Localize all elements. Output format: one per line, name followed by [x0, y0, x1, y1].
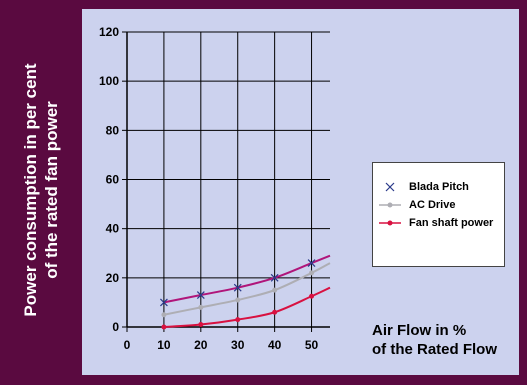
data-point-fan-shaft-power	[272, 309, 278, 315]
x-tick-label: 30	[231, 338, 245, 352]
data-point-fan-shaft-power	[198, 322, 204, 328]
data-point-ac-drive	[198, 304, 204, 310]
y-tick-label: 60	[106, 173, 120, 187]
series-lines	[159, 254, 331, 330]
data-point-fan-shaft-power	[235, 317, 241, 323]
data-point-blada-pitch	[307, 259, 316, 268]
marker-stroke	[196, 291, 205, 299]
data-point-blada-pitch	[233, 283, 242, 292]
x-tick-label: 40	[268, 338, 282, 352]
data-point-ac-drive	[272, 287, 278, 293]
grid-lines	[127, 31, 330, 327]
y-tick-label: 20	[106, 271, 120, 285]
y-tick-label: 80	[106, 123, 120, 137]
legend-label-blada-pitch: Blada Pitch	[409, 181, 469, 193]
y-tick-label: 100	[99, 74, 119, 88]
x-tick-label: 20	[194, 338, 208, 352]
data-point-ac-drive	[309, 270, 315, 276]
y-tick-label: 0	[112, 320, 119, 334]
marker-stroke	[270, 273, 279, 282]
series-line-blada-pitch	[163, 254, 331, 304]
x-tick-label: 10	[157, 338, 171, 352]
marker-stroke	[233, 283, 242, 292]
axes	[122, 31, 330, 332]
x-tick-label: 0	[124, 338, 131, 352]
data-point-blada-pitch	[159, 298, 168, 307]
marker-stroke	[159, 298, 168, 307]
legend-label-fan-shaft-power: Fan shaft power	[409, 217, 494, 229]
data-point-ac-drive	[161, 312, 167, 318]
x-axis-label-line-2: of the Rated Flow	[372, 341, 497, 358]
x-axis-label: Air Flow in % of the Rated Flow	[372, 321, 522, 359]
legend-marker-gray-dot-icon	[379, 202, 401, 208]
data-point-fan-shaft-power	[309, 293, 315, 299]
marker-stroke	[307, 259, 316, 268]
data-point-blada-pitch	[270, 273, 279, 282]
legend-marker-red-dot-icon	[379, 220, 401, 226]
legend-item-fan-shaft-power: Fan shaft power	[379, 215, 493, 231]
x-axis-label-line-1: Air Flow in %	[372, 322, 467, 339]
y-tick-label: 40	[106, 222, 120, 236]
legend-item-blada-pitch: Blada Pitch	[379, 179, 469, 195]
tick-labels: 0 20 40 60 80 100 120 0 10 20 30 40 50	[99, 25, 319, 352]
data-point-fan-shaft-power	[161, 324, 167, 330]
x-tick-label: 50	[305, 338, 319, 352]
y-tick-label: 120	[99, 25, 119, 39]
data-point-blada-pitch	[196, 291, 205, 299]
data-point-ac-drive	[235, 297, 241, 303]
legend-item-ac-drive: AC Drive	[379, 197, 455, 213]
legend-marker-x-icon	[385, 182, 395, 192]
legend-label-ac-drive: AC Drive	[409, 199, 456, 211]
legend: Blada Pitch AC Drive Fan shaft power	[372, 162, 505, 267]
